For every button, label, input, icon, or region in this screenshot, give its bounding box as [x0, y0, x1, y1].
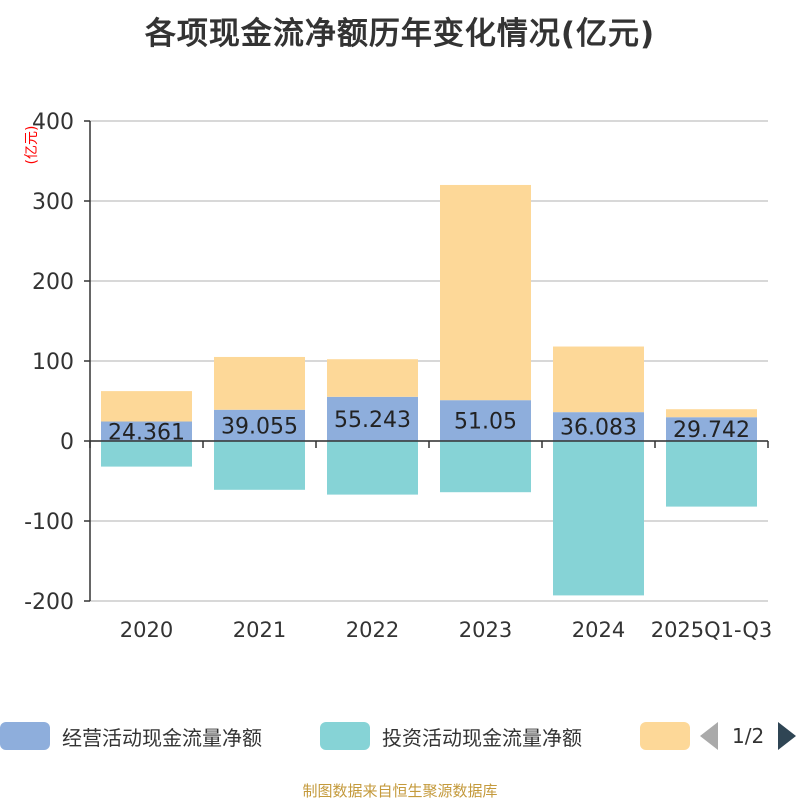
chart-title: 各项现金流净额历年变化情况(亿元): [144, 16, 656, 52]
legend-item-financing[interactable]: [640, 716, 702, 756]
legend-item-investing[interactable]: 投资活动现金流量净额: [320, 716, 582, 756]
bar-2-2025Q1-Q3[interactable]: [666, 409, 757, 418]
x-tick-label: 2025Q1-Q3: [651, 618, 773, 642]
bar-0-2020[interactable]: [101, 421, 192, 441]
y-tick-label: 400: [32, 110, 74, 135]
bar-2-2023[interactable]: [440, 184, 531, 401]
y-tick-label: 0: [60, 430, 74, 455]
bar-2-2020[interactable]: [101, 391, 192, 422]
bar-0-2025Q1-Q3[interactable]: [666, 417, 757, 441]
data-label: 24.361: [108, 420, 185, 445]
x-tick-label: 2022: [346, 618, 399, 642]
legend-prev-page-icon[interactable]: [700, 722, 718, 750]
data-label: 36.083: [560, 416, 637, 441]
data-label: 55.243: [334, 408, 411, 433]
legend-page-indicator: 1/2: [732, 724, 765, 748]
legend-swatch-investing: [320, 722, 370, 750]
y-tick-label: -200: [24, 590, 74, 615]
y-tick-label: 100: [32, 350, 74, 375]
bar-1-2024[interactable]: [553, 441, 644, 596]
y-tick-label: 200: [32, 270, 74, 295]
bar-series: [101, 184, 757, 596]
bar-1-2022[interactable]: [327, 441, 418, 495]
bar-0-2021[interactable]: [214, 409, 305, 441]
bar-1-2025Q1-Q3[interactable]: [666, 441, 757, 507]
legend: 经营活动现金流量净额 投资活动现金流量净额 1/2: [0, 716, 800, 756]
y-tick-label: -100: [24, 510, 74, 535]
bar-0-2024[interactable]: [553, 412, 644, 441]
bar-2-2021[interactable]: [214, 356, 305, 410]
legend-label-investing: 投资活动现金流量净额: [382, 725, 582, 750]
bar-2-2022[interactable]: [327, 359, 418, 397]
bar-0-2022[interactable]: [327, 396, 418, 441]
data-labels: 24.361 39.055 55.243 51.05 36.083 29.742: [108, 408, 750, 445]
bar-1-2020[interactable]: [101, 441, 192, 467]
source-note: 制图数据来自恒生聚源数据库: [302, 782, 498, 800]
x-tick-label: 2020: [120, 618, 173, 642]
legend-pager: 1/2: [700, 716, 797, 756]
bar-1-2023[interactable]: [440, 441, 531, 493]
legend-next-page-icon[interactable]: [778, 722, 797, 750]
data-label: 51.05: [454, 410, 517, 435]
y-axis-label: (亿元): [24, 126, 40, 165]
legend-swatch-financing: [640, 722, 690, 750]
grid-lines: [90, 120, 768, 602]
bar-2-2024[interactable]: [553, 346, 644, 413]
legend-swatch-operating: [0, 722, 50, 750]
legend-item-operating[interactable]: 经营活动现金流量净额: [0, 716, 262, 756]
bar-0-2023[interactable]: [440, 400, 531, 441]
x-tick-label: 2024: [572, 618, 625, 642]
x-tick-label: 2021: [233, 618, 286, 642]
x-tick-label: 2023: [459, 618, 512, 642]
legend-label-operating: 经营活动现金流量净额: [62, 725, 262, 750]
bar-1-2021[interactable]: [214, 441, 305, 490]
data-label: 39.055: [221, 414, 298, 439]
data-label: 29.742: [673, 418, 750, 443]
y-tick-label: 300: [32, 190, 74, 215]
axes: -200 -100 0 100 200 300 400(亿元) 2020 2021 2022 202…: [24, 110, 772, 642]
